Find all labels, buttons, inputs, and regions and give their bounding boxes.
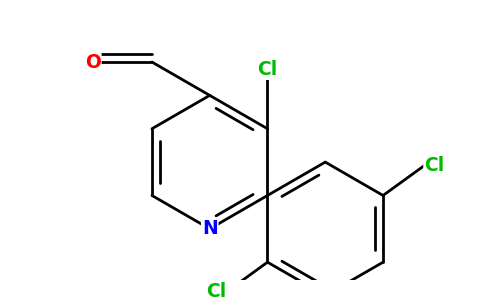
Text: O: O xyxy=(85,52,101,71)
Text: N: N xyxy=(202,219,218,238)
Text: Cl: Cl xyxy=(424,156,444,176)
Text: Cl: Cl xyxy=(206,282,227,300)
Text: Cl: Cl xyxy=(257,60,278,79)
